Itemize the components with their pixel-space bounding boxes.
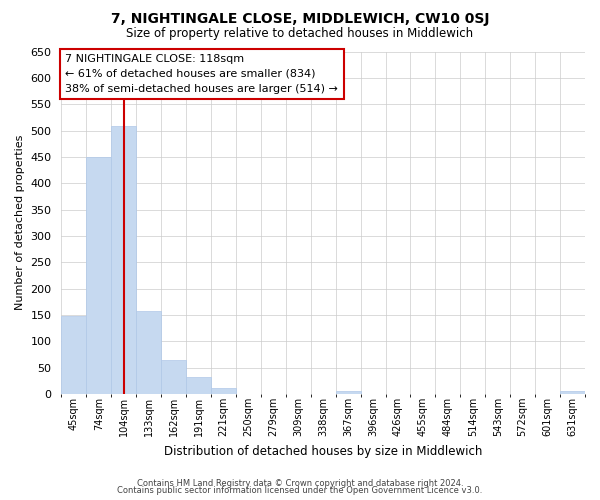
Bar xyxy=(111,126,136,394)
Bar xyxy=(161,360,186,394)
Text: Contains HM Land Registry data © Crown copyright and database right 2024.: Contains HM Land Registry data © Crown c… xyxy=(137,478,463,488)
Bar xyxy=(86,158,111,394)
Y-axis label: Number of detached properties: Number of detached properties xyxy=(15,135,25,310)
Text: Size of property relative to detached houses in Middlewich: Size of property relative to detached ho… xyxy=(127,28,473,40)
Bar xyxy=(211,388,236,394)
X-axis label: Distribution of detached houses by size in Middlewich: Distribution of detached houses by size … xyxy=(164,444,482,458)
Text: Contains public sector information licensed under the Open Government Licence v3: Contains public sector information licen… xyxy=(118,486,482,495)
Bar xyxy=(186,377,211,394)
Text: 7 NIGHTINGALE CLOSE: 118sqm
← 61% of detached houses are smaller (834)
38% of se: 7 NIGHTINGALE CLOSE: 118sqm ← 61% of det… xyxy=(65,54,338,94)
Bar xyxy=(61,316,86,394)
Text: 7, NIGHTINGALE CLOSE, MIDDLEWICH, CW10 0SJ: 7, NIGHTINGALE CLOSE, MIDDLEWICH, CW10 0… xyxy=(111,12,489,26)
Bar xyxy=(136,310,161,394)
Bar xyxy=(560,392,585,394)
Bar xyxy=(335,392,361,394)
